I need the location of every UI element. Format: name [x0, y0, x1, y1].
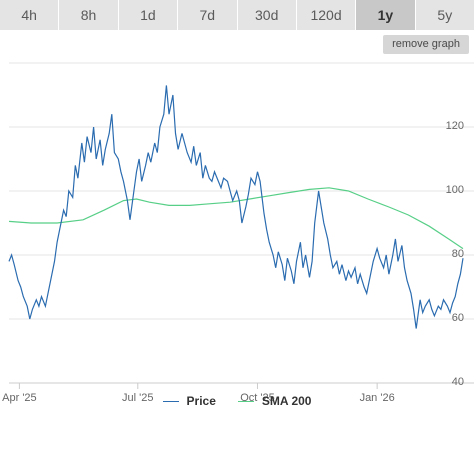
- chart-gridlines: [9, 62, 474, 320]
- y-tick-label: 100: [446, 184, 464, 196]
- legend-item-price[interactable]: Price: [162, 394, 216, 408]
- y-tick-label: 80: [452, 248, 464, 260]
- tab-1y[interactable]: 1y: [356, 0, 416, 30]
- x-axis: Apr '25 Jul '25 Oct '25 Jan '26: [2, 382, 474, 404]
- tab-8h[interactable]: 8h: [59, 0, 119, 30]
- tab-5y[interactable]: 5y: [415, 0, 474, 30]
- legend-label-sma-200: SMA 200: [261, 394, 312, 408]
- x-tick-label: Apr '25: [2, 392, 37, 404]
- y-axis: 40 60 80 100 120: [446, 120, 464, 388]
- tab-7d[interactable]: 7d: [178, 0, 238, 30]
- legend-swatch-sma-200: [237, 400, 254, 402]
- chart-legend: Price SMA 200: [0, 390, 474, 412]
- legend-label-price: Price: [186, 394, 216, 408]
- tab-120d[interactable]: 120d: [296, 0, 357, 30]
- legend-item-sma-200[interactable]: SMA 200: [237, 394, 312, 408]
- y-tick-label: 60: [452, 312, 464, 324]
- tab-1d[interactable]: 1d: [118, 0, 179, 30]
- x-tick-label: Jul '25: [122, 392, 153, 404]
- y-tick-label: 120: [446, 120, 464, 132]
- y-tick-label: 40: [452, 376, 464, 388]
- x-tick-label: Jan '26: [360, 392, 395, 404]
- tab-4h[interactable]: 4h: [0, 0, 60, 30]
- remove-graph-button[interactable]: remove graph: [383, 35, 469, 54]
- timeframe-tabs: 4h 8h 1d 7d 30d 120d 1y 5y: [0, 0, 474, 30]
- series-line-price: [8, 85, 464, 329]
- tab-30d[interactable]: 30d: [237, 0, 297, 30]
- legend-swatch-price: [162, 400, 179, 402]
